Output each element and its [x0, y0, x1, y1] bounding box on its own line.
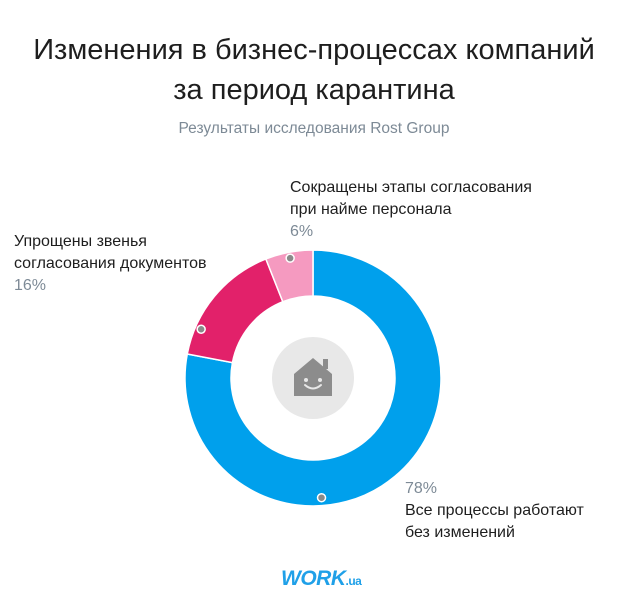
slice-marker-dot — [316, 492, 327, 503]
slice-label-documents: Упрощены звенья согласования документов … — [14, 231, 207, 297]
slice-label-line: Сокращены этапы согласования — [290, 179, 532, 196]
chart-subtitle: Результаты исследования Rost Group — [178, 120, 450, 137]
work-ua-logo: WORK.ua — [281, 567, 362, 591]
slice-pct: 6% — [290, 223, 314, 240]
title-line-2: за период карантина — [173, 74, 455, 106]
chart-title: Изменения в бизнес-процессах компаний за… — [0, 30, 628, 110]
slice-marker-dot — [285, 253, 295, 263]
slice-marker-dot — [196, 324, 206, 334]
slice-label-hiring: Сокращены этапы согласования при найме п… — [290, 177, 532, 243]
slice-label-line: без изменений — [405, 524, 515, 541]
slice-label-unchanged: 78% Все процессы работают без изменений — [405, 478, 584, 544]
title-line-1: Изменения в бизнес-процессах компаний — [33, 34, 595, 66]
slice-unchanged — [184, 249, 442, 507]
house-smile-icon — [272, 337, 354, 419]
logo-suffix: .ua — [345, 574, 362, 588]
logo-main: WORK — [281, 567, 346, 590]
slice-pct: 78% — [405, 480, 438, 497]
slice-label-line: Упрощены звенья — [14, 233, 147, 250]
slice-label-line: согласования документов — [14, 255, 207, 272]
slice-pct: 16% — [14, 277, 47, 294]
slice-hiring — [264, 249, 314, 303]
slice-label-line: при найме персонала — [290, 201, 452, 218]
slice-label-line: Все процессы работают — [405, 502, 584, 519]
